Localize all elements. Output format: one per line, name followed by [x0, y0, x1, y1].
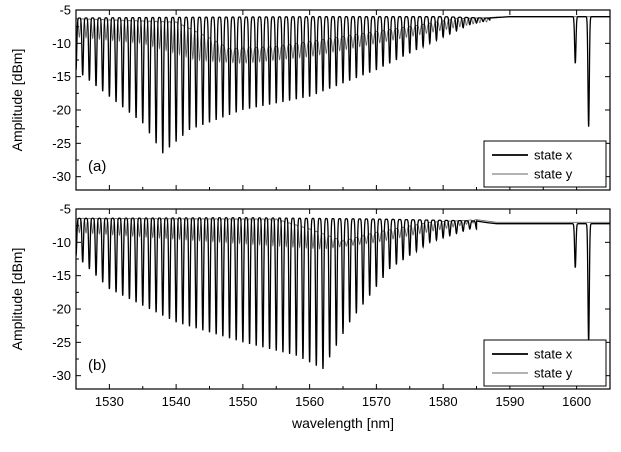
legend-box [483, 140, 607, 188]
y-tick-label: -5 [59, 202, 71, 217]
series-line-state-y [76, 16, 610, 65]
x-tick-label: 1590 [495, 394, 524, 409]
legend: state x state y [483, 339, 607, 387]
legend-label: state y [534, 167, 573, 182]
legend-box [483, 339, 607, 387]
x-axis-title: wavelength [nm] [291, 415, 394, 431]
y-tick-label: -15 [52, 69, 71, 84]
series-line-state-x [76, 217, 610, 370]
y-tick-label: -30 [52, 368, 71, 383]
y-tick-label: -5 [59, 3, 71, 18]
chart-panel-2: -5 -10 -15 -20 -25 -30 1530 1540 1550 1560 1570 158… [9, 202, 611, 431]
series-line-state-y [76, 217, 610, 250]
y-tick-label: -15 [52, 268, 71, 283]
y-tick-label: -30 [52, 169, 71, 184]
x-tick-label: 1530 [95, 394, 124, 409]
y-tick-label: -20 [52, 302, 71, 317]
legend: state x state y [483, 140, 607, 188]
y-tick-label: -10 [52, 235, 71, 250]
y-tick-label: -25 [52, 335, 71, 350]
legend-label: state y [534, 366, 573, 381]
y-axis-title: Amplitude [dBm] [9, 49, 25, 152]
x-tick-label: 1560 [295, 394, 324, 409]
y-tick-label: -20 [52, 103, 71, 118]
panel-label: (b) [88, 357, 106, 374]
y-tick-label: -25 [52, 136, 71, 151]
series-line-state-x [76, 16, 610, 154]
y-tick-label: -10 [52, 36, 71, 51]
chart-panel-1: -5 -10 -15 -20 -25 -30 Amplitude [dBm] (a) state… [9, 3, 611, 191]
x-tick-label: 1550 [228, 394, 257, 409]
x-tick-label: 1600 [562, 394, 591, 409]
panel-label: (a) [88, 158, 106, 175]
x-tick-label: 1580 [429, 394, 458, 409]
legend-label: state x [534, 347, 573, 362]
y-axis-title: Amplitude [dBm] [9, 248, 25, 351]
x-tick-label: 1570 [362, 394, 391, 409]
x-tick-label: 1540 [162, 394, 191, 409]
legend-label: state x [534, 148, 573, 163]
